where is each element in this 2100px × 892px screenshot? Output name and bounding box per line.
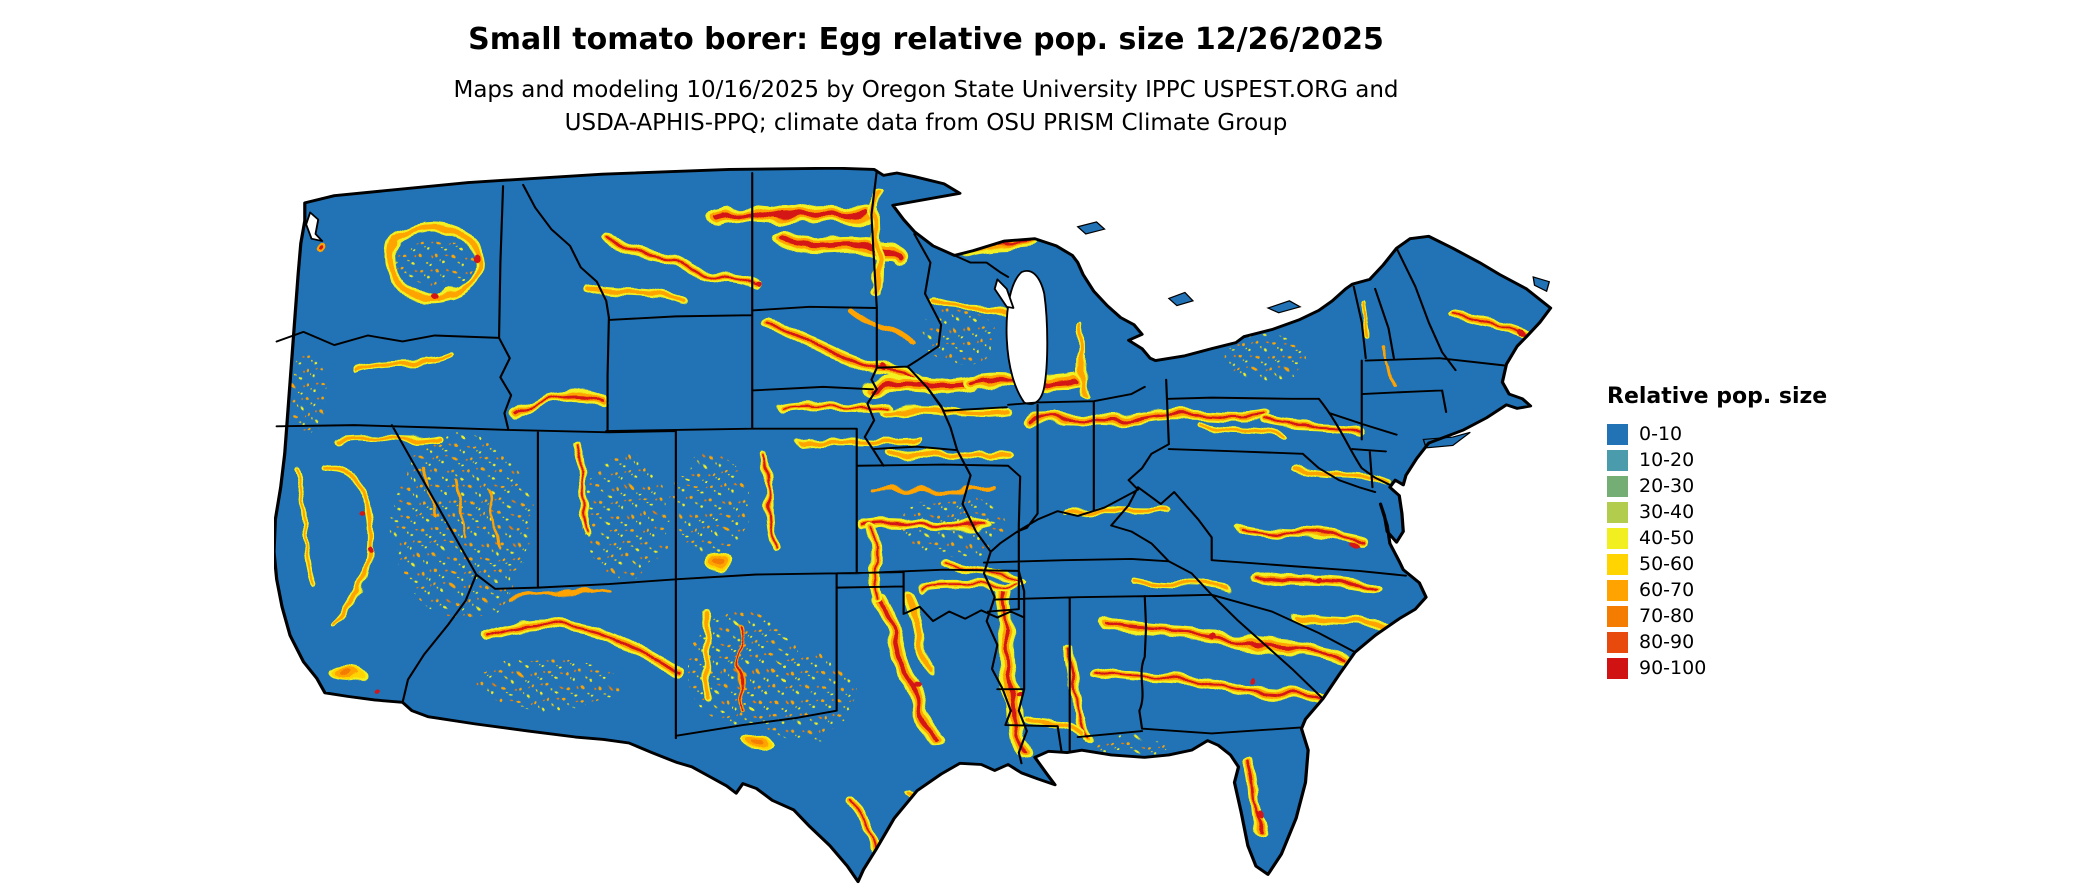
subtitle-line-2: USDA-APHIS-PPQ; climate data from OSU PR…	[564, 110, 1288, 136]
legend-item: 30-40	[1607, 499, 1827, 525]
legend-item: 10-20	[1607, 447, 1827, 473]
subtitle-line-1: Maps and modeling 10/16/2025 by Oregon S…	[453, 77, 1399, 103]
legend-label: 90-100	[1639, 657, 1707, 679]
legend-label: 60-70	[1639, 579, 1695, 601]
legend-label: 10-20	[1639, 449, 1695, 471]
state-borders	[275, 169, 1505, 765]
legend-swatch	[1607, 631, 1628, 653]
great-lakes	[305, 211, 1049, 405]
legend-item: 40-50	[1607, 525, 1827, 551]
legend-item: 60-70	[1607, 577, 1827, 603]
legend-title: Relative pop. size	[1607, 384, 1828, 409]
legend-label: 0-10	[1639, 423, 1683, 445]
legend-item: 20-30	[1607, 473, 1827, 499]
legend-swatch	[1607, 527, 1628, 549]
legend-label: 50-60	[1639, 553, 1695, 575]
legend-swatch	[1607, 501, 1628, 523]
legend-label: 40-50	[1639, 527, 1695, 549]
map-title: Small tomato borer: Egg relative pop. si…	[468, 22, 1384, 57]
legend-item: 0-10	[1607, 421, 1827, 447]
legend-swatch	[1607, 449, 1628, 471]
legend-label: 30-40	[1639, 501, 1695, 523]
legend: Relative pop. size 0-10 10-20 20-30 30-4…	[1607, 384, 1827, 681]
green-bay	[993, 278, 1015, 309]
map-subtitle: Maps and modeling 10/16/2025 by Oregon S…	[453, 74, 1398, 140]
legend-swatch	[1607, 553, 1628, 575]
conus-map-svg	[274, 167, 1553, 884]
legend-swatch	[1607, 605, 1628, 627]
legend-item: 70-80	[1607, 603, 1827, 629]
puget-sound	[305, 211, 324, 242]
legend-swatch	[1607, 475, 1628, 497]
legend-label: 80-90	[1639, 631, 1695, 653]
legend-swatch	[1607, 423, 1628, 445]
legend-item: 80-90	[1607, 629, 1827, 655]
border-fragments	[1076, 221, 1551, 314]
conus-map	[274, 167, 1560, 884]
heat-overlay	[286, 191, 1530, 855]
legend-label: 70-80	[1639, 605, 1695, 627]
legend-swatch	[1607, 579, 1628, 601]
legend-item: 50-60	[1607, 551, 1827, 577]
legend-label: 20-30	[1639, 475, 1695, 497]
legend-item: 90-100	[1607, 655, 1827, 681]
page-header: Small tomato borer: Egg relative pop. si…	[468, 22, 1384, 57]
legend-swatch	[1607, 657, 1628, 679]
